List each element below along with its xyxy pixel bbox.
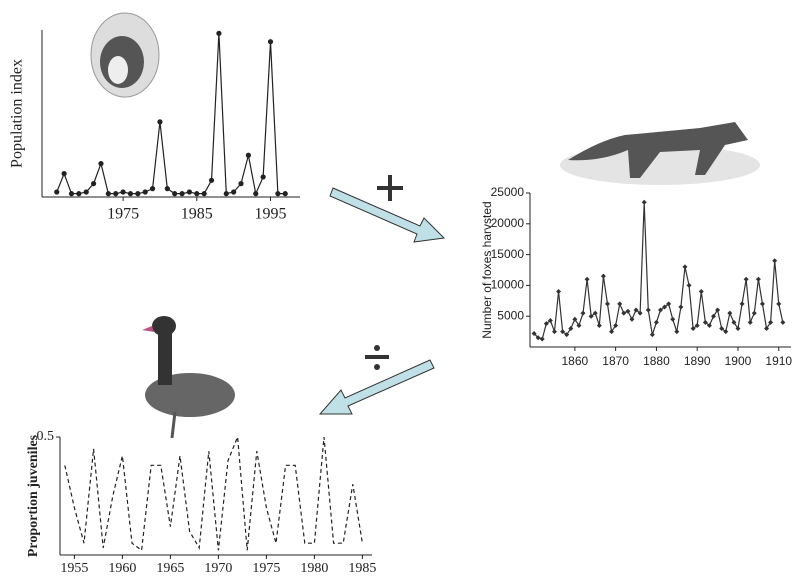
data-point bbox=[246, 153, 251, 158]
y-tick-label: 25000 bbox=[491, 185, 525, 199]
data-point bbox=[179, 191, 184, 196]
data-point bbox=[76, 191, 81, 196]
x-tick-label: 1880 bbox=[643, 354, 670, 368]
data-point bbox=[143, 189, 148, 194]
data-point bbox=[283, 191, 288, 196]
data-point bbox=[194, 191, 199, 196]
x-tick-label: 1955 bbox=[60, 561, 88, 576]
x-tick-label: 1960 bbox=[108, 561, 136, 576]
x-tick-label: 1890 bbox=[684, 354, 711, 368]
data-point bbox=[128, 191, 133, 196]
data-point bbox=[275, 191, 280, 196]
x-tick-label: 1965 bbox=[156, 561, 184, 576]
y-tick-label: 20000 bbox=[491, 216, 525, 230]
data-point bbox=[209, 178, 214, 183]
x-tick-label: 1870 bbox=[602, 354, 629, 368]
data-point bbox=[157, 119, 162, 124]
data-point bbox=[231, 189, 236, 194]
y-tick-label: 10000 bbox=[491, 278, 525, 292]
y-tick-label: 15000 bbox=[491, 247, 525, 261]
data-point bbox=[62, 171, 67, 176]
data-point bbox=[84, 189, 89, 194]
lemming-illustration bbox=[91, 13, 159, 97]
data-point bbox=[120, 189, 125, 194]
y-tick-label: 5000 bbox=[497, 308, 524, 322]
figure: 1975 1985 1995 Population index 1860 1870 1880… bbox=[0, 0, 793, 578]
data-point bbox=[69, 191, 74, 196]
y-axis-label: Population index bbox=[9, 59, 26, 168]
x-tick-label: 1975 bbox=[107, 206, 139, 223]
data-point bbox=[113, 191, 118, 196]
x-tick-label: 1975 bbox=[252, 561, 280, 576]
data-point bbox=[54, 189, 59, 194]
data-point bbox=[187, 189, 192, 194]
data-point bbox=[91, 181, 96, 186]
data-point bbox=[106, 191, 111, 196]
data-point bbox=[165, 186, 170, 191]
data-point bbox=[238, 181, 243, 186]
data-point bbox=[261, 174, 266, 179]
data-point bbox=[172, 191, 177, 196]
x-tick-label: 1900 bbox=[725, 354, 752, 368]
x-tick-label: 1995 bbox=[255, 206, 287, 223]
y-axis-label: Proportion juveniles bbox=[26, 434, 41, 557]
data-point bbox=[98, 161, 103, 166]
data-point bbox=[202, 191, 207, 196]
x-tick-label: 1980 bbox=[300, 561, 328, 576]
x-tick-label: 1985 bbox=[348, 561, 376, 576]
data-point bbox=[253, 191, 258, 196]
data-point bbox=[216, 31, 221, 36]
data-point bbox=[268, 39, 273, 44]
x-tick-label: 1970 bbox=[204, 561, 232, 576]
data-point bbox=[135, 191, 140, 196]
y-axis-label: Number of foxes harvsted bbox=[480, 201, 494, 338]
x-tick-label: 1910 bbox=[765, 354, 792, 368]
x-tick-label: 1985 bbox=[181, 206, 213, 223]
data-point bbox=[224, 191, 229, 196]
x-tick-label: 1860 bbox=[562, 354, 589, 368]
data-point bbox=[150, 186, 155, 191]
